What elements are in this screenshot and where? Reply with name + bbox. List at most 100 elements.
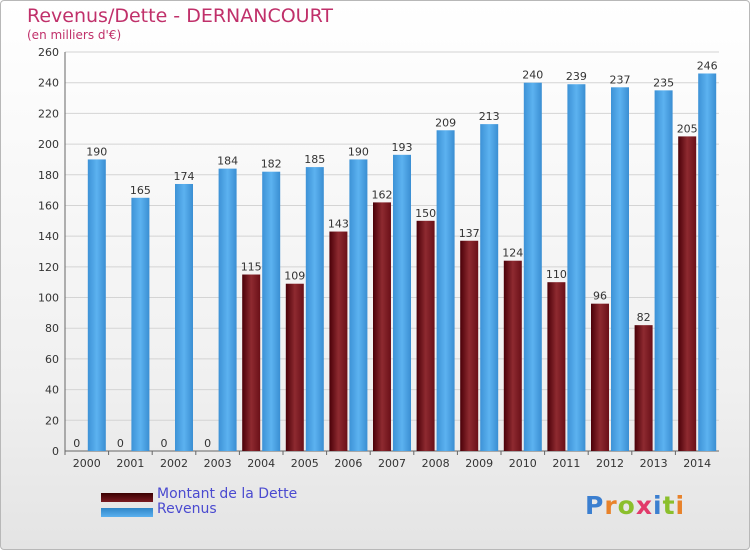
bar-revenus bbox=[436, 130, 455, 451]
bar-revenus bbox=[523, 82, 542, 451]
legend-label-revenus: Revenus bbox=[157, 501, 217, 517]
y-tick-label: 120 bbox=[38, 261, 59, 274]
bar-dette bbox=[547, 282, 566, 451]
data-label-dette: 162 bbox=[372, 188, 393, 201]
data-label-dette: 124 bbox=[502, 247, 523, 260]
data-label-revenus: 209 bbox=[435, 116, 456, 129]
data-label-revenus: 246 bbox=[697, 59, 718, 72]
y-tick-label: 260 bbox=[38, 46, 59, 59]
logo-letter: i bbox=[653, 491, 663, 520]
y-tick-label: 100 bbox=[38, 292, 59, 305]
data-label-revenus: 190 bbox=[348, 145, 369, 158]
bar-revenus bbox=[698, 73, 717, 451]
chart-subtitle: (en milliers d'€) bbox=[27, 28, 122, 42]
x-tick-label: 2011 bbox=[552, 457, 580, 470]
bar-revenus bbox=[131, 197, 150, 451]
data-label-revenus: 235 bbox=[653, 76, 674, 89]
data-label-dette: 143 bbox=[328, 218, 349, 231]
legend-swatch-dette bbox=[101, 493, 153, 502]
y-tick-label: 20 bbox=[45, 414, 59, 427]
x-tick-label: 2007 bbox=[378, 457, 406, 470]
bar-revenus bbox=[654, 90, 673, 451]
bar-revenus bbox=[567, 84, 586, 451]
bar-dette bbox=[591, 303, 609, 451]
data-label-dette: 0 bbox=[73, 437, 80, 450]
data-label-revenus: 165 bbox=[130, 184, 151, 197]
data-label-revenus: 185 bbox=[304, 153, 325, 166]
data-label-dette: 150 bbox=[415, 207, 436, 220]
bar-revenus bbox=[611, 87, 629, 452]
bar-dette bbox=[460, 240, 479, 451]
chart-title: Revenus/Dette - DERNANCOURT bbox=[27, 5, 334, 27]
x-tick-label: 2013 bbox=[640, 457, 668, 470]
data-label-revenus: 240 bbox=[522, 69, 543, 82]
x-tick-label: 2009 bbox=[465, 457, 493, 470]
data-label-dette: 96 bbox=[593, 290, 607, 303]
data-label-dette: 110 bbox=[546, 268, 567, 281]
bar-dette bbox=[416, 220, 435, 451]
y-tick-label: 80 bbox=[45, 322, 59, 335]
x-tick-label: 2002 bbox=[160, 457, 188, 470]
data-label-revenus: 193 bbox=[392, 141, 413, 154]
data-label-dette: 137 bbox=[459, 227, 480, 240]
data-label-dette: 109 bbox=[284, 270, 305, 283]
data-label-dette: 115 bbox=[241, 261, 262, 274]
bar-dette bbox=[242, 274, 261, 451]
y-tick-label: 140 bbox=[38, 230, 59, 243]
legend-swatch-revenus bbox=[101, 508, 153, 517]
y-tick-label: 0 bbox=[52, 445, 59, 458]
x-tick-label: 2014 bbox=[683, 457, 711, 470]
logo-letter: r bbox=[604, 491, 618, 520]
bar-revenus bbox=[480, 124, 499, 451]
x-tick-label: 2000 bbox=[73, 457, 101, 470]
y-tick-label: 180 bbox=[38, 169, 59, 182]
x-tick-label: 2003 bbox=[204, 457, 232, 470]
data-label-dette: 205 bbox=[677, 122, 698, 135]
legend-label-dette: Montant de la Dette bbox=[157, 486, 298, 502]
bar-revenus bbox=[218, 168, 237, 451]
proxiti-logo: Proxiti bbox=[585, 491, 685, 520]
bar-dette bbox=[503, 260, 522, 451]
x-tick-label: 2008 bbox=[422, 457, 450, 470]
data-label-dette: 0 bbox=[204, 437, 211, 450]
x-tick-label: 2005 bbox=[291, 457, 319, 470]
data-label-revenus: 239 bbox=[566, 70, 587, 83]
bar-dette bbox=[678, 136, 697, 451]
data-label-revenus: 184 bbox=[217, 155, 238, 168]
logo-letter: x bbox=[635, 491, 653, 520]
bar-dette bbox=[329, 231, 348, 451]
logo-letter: o bbox=[617, 491, 636, 520]
x-tick-label: 2004 bbox=[247, 457, 275, 470]
bar-dette bbox=[373, 202, 391, 451]
bar-revenus bbox=[87, 159, 106, 451]
bar-dette bbox=[634, 325, 653, 451]
y-tick-label: 160 bbox=[38, 199, 59, 212]
logo-letter: t bbox=[662, 491, 676, 520]
y-tick-label: 200 bbox=[38, 138, 59, 151]
y-tick-label: 40 bbox=[45, 384, 59, 397]
x-tick-label: 2012 bbox=[596, 457, 624, 470]
data-label-revenus: 237 bbox=[610, 73, 631, 86]
x-tick-label: 2001 bbox=[116, 457, 144, 470]
data-label-revenus: 213 bbox=[479, 110, 500, 123]
data-label-revenus: 174 bbox=[174, 170, 195, 183]
x-tick-label: 2010 bbox=[509, 457, 537, 470]
y-tick-label: 60 bbox=[45, 353, 59, 366]
bar-revenus bbox=[393, 154, 411, 452]
data-label-dette: 0 bbox=[161, 437, 168, 450]
x-tick-label: 2006 bbox=[334, 457, 362, 470]
logo-letter: i bbox=[675, 491, 686, 520]
y-tick-label: 240 bbox=[38, 77, 59, 90]
bar-revenus bbox=[262, 171, 281, 451]
data-label-dette: 82 bbox=[637, 311, 651, 324]
bar-revenus bbox=[349, 159, 368, 451]
bar-revenus bbox=[175, 183, 193, 451]
data-label-revenus: 190 bbox=[86, 145, 107, 158]
bar-dette bbox=[285, 283, 304, 451]
y-tick-label: 220 bbox=[38, 107, 59, 120]
bar-revenus bbox=[305, 167, 324, 451]
data-label-dette: 0 bbox=[117, 437, 124, 450]
logo-letter: P bbox=[585, 491, 605, 520]
